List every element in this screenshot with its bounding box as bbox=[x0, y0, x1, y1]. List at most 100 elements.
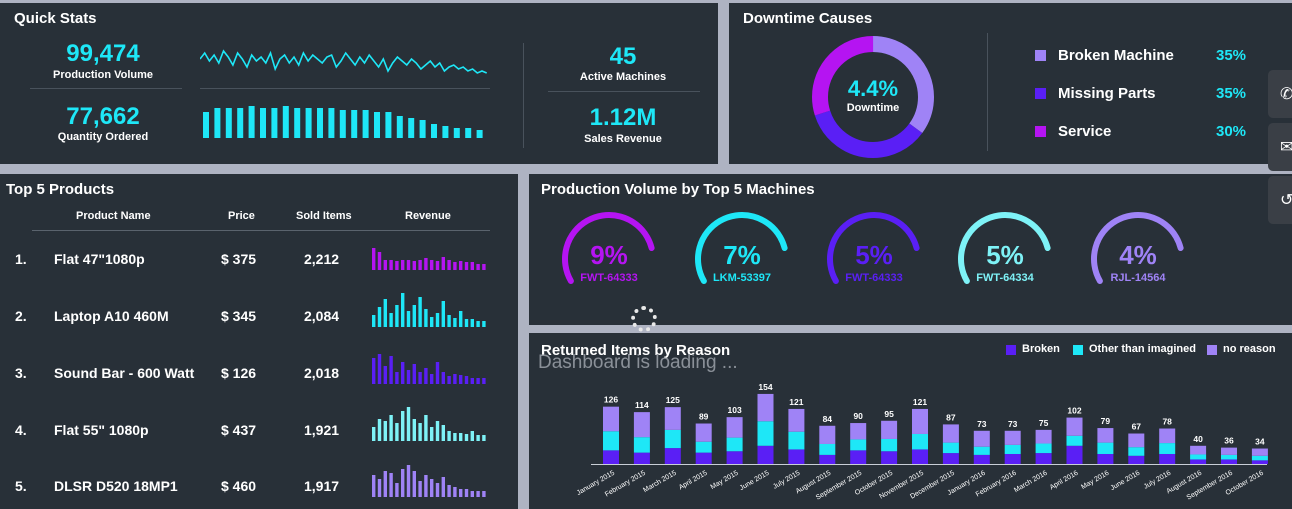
quantity-ordered-value: 77,662 bbox=[66, 103, 140, 130]
bar-segment bbox=[1097, 453, 1114, 464]
bar-total-label: 103 bbox=[728, 405, 742, 415]
machine-pct: 9% bbox=[590, 240, 628, 270]
product-sold-items: 1,917 bbox=[304, 478, 340, 494]
bar-total-label: 84 bbox=[823, 414, 833, 424]
product-price: $ 437 bbox=[221, 422, 257, 438]
downtime-panel: Downtime Causes 4.4% Downtime Broken Mac… bbox=[729, 3, 1292, 164]
machine-pct: 7% bbox=[723, 240, 761, 270]
revenue-bar bbox=[389, 260, 393, 270]
revenue-bar bbox=[418, 481, 422, 497]
product-sold-items: 2,212 bbox=[304, 251, 340, 267]
bar-total-label: 114 bbox=[635, 400, 649, 410]
bar-segment bbox=[850, 423, 867, 440]
bar-segment bbox=[1190, 445, 1207, 455]
bar-segment bbox=[1035, 443, 1052, 454]
product-name: DLSR D520 18MP1 bbox=[54, 478, 178, 494]
gauge-arc bbox=[1091, 212, 1185, 306]
bar-total-label: 89 bbox=[699, 412, 709, 422]
revenue-bar bbox=[447, 431, 451, 441]
bar-segment bbox=[1004, 430, 1021, 445]
quantity-bar bbox=[442, 126, 449, 138]
revenue-bar bbox=[395, 305, 399, 327]
bar-segment bbox=[1159, 428, 1176, 444]
divider bbox=[200, 88, 490, 89]
loading-spinner-icon bbox=[631, 306, 657, 332]
bar-segment bbox=[1004, 444, 1021, 454]
row-number: 5. bbox=[15, 478, 27, 494]
revenue-bar bbox=[435, 362, 440, 384]
bar-total-label: 90 bbox=[853, 411, 863, 421]
machines-panel: Production Volume by Top 5 Machines 9% FW… bbox=[529, 174, 1292, 332]
machine-gauge bbox=[1091, 212, 1185, 306]
quantity-bar bbox=[339, 110, 346, 138]
revenue-bar bbox=[476, 491, 480, 497]
quantity-bar bbox=[362, 110, 369, 138]
revenue-bar bbox=[418, 260, 422, 270]
revenue-bar bbox=[372, 358, 376, 384]
revenue-bar bbox=[418, 423, 422, 441]
production-volume-label: Production Volume bbox=[52, 69, 154, 81]
bar-total-label: 121 bbox=[789, 397, 803, 407]
revenue-bar bbox=[441, 257, 445, 270]
quantity-bar bbox=[419, 120, 426, 138]
bar-segment bbox=[1128, 455, 1145, 464]
revenue-bar bbox=[464, 262, 469, 270]
revenue-bar bbox=[383, 299, 387, 327]
bar-segment bbox=[973, 430, 990, 447]
gauge-arc bbox=[958, 212, 1052, 306]
active-machines-value: 45 bbox=[609, 43, 637, 70]
quantity-bar bbox=[260, 108, 266, 138]
bar-segment bbox=[633, 452, 650, 464]
phone-button[interactable]: ✆ bbox=[1268, 70, 1292, 118]
bar-segment bbox=[1035, 429, 1052, 444]
revenue-bar bbox=[435, 421, 440, 441]
bar-segment bbox=[695, 441, 712, 453]
quantity-bar bbox=[225, 108, 232, 138]
bar-total-label: 95 bbox=[884, 409, 894, 419]
quantity-bar bbox=[203, 112, 209, 138]
revenue-bar bbox=[412, 364, 416, 384]
revenue-bar bbox=[459, 261, 463, 270]
quantity-bar bbox=[453, 128, 460, 138]
machine-name: FWT-64334 bbox=[976, 272, 1034, 284]
revenue-bar bbox=[424, 258, 428, 270]
bar-segment bbox=[942, 453, 959, 464]
mail-button[interactable]: ✉ bbox=[1268, 123, 1292, 171]
revenue-bar bbox=[383, 366, 387, 384]
bar-segment bbox=[850, 450, 867, 464]
returned-panel: Returned Items by Reason Dashboard is lo… bbox=[529, 333, 1292, 509]
bar-segment bbox=[695, 452, 712, 464]
revenue-bar bbox=[464, 319, 469, 327]
quantity-bar bbox=[476, 130, 483, 138]
legend-label: no reason bbox=[1223, 343, 1276, 355]
quantity-bar bbox=[214, 108, 221, 138]
bar-total-label: 36 bbox=[1224, 436, 1234, 446]
revenue-bar bbox=[377, 307, 382, 327]
bar-segment bbox=[1128, 433, 1145, 448]
header-sold-items: Sold Items bbox=[296, 210, 352, 222]
quantity-bar bbox=[465, 128, 472, 138]
bar-segment bbox=[912, 433, 928, 450]
revenue-bar bbox=[476, 435, 480, 441]
revenue-bar bbox=[372, 248, 376, 270]
revenue-bar bbox=[435, 313, 440, 327]
share-button[interactable]: ↺ bbox=[1268, 176, 1292, 224]
revenue-bar bbox=[459, 311, 463, 327]
sales-revenue-value: 1.12M bbox=[589, 104, 657, 131]
quantity-bar bbox=[385, 112, 392, 138]
machine-name: LKM-53397 bbox=[712, 272, 772, 284]
legend-swatch-service bbox=[1035, 126, 1046, 137]
revenue-sparkbars bbox=[372, 407, 486, 441]
revenue-bar bbox=[453, 262, 457, 270]
top-products-title: Top 5 Products bbox=[6, 181, 115, 198]
revenue-bar bbox=[470, 491, 474, 497]
revenue-bar bbox=[406, 465, 411, 497]
revenue-bar bbox=[470, 431, 474, 441]
header-revenue: Revenue bbox=[405, 210, 451, 222]
legend-label-service: Service bbox=[1058, 123, 1112, 140]
bar-segment bbox=[1190, 454, 1207, 460]
revenue-bar bbox=[401, 411, 405, 441]
bar-segment bbox=[1004, 453, 1021, 464]
bar-segment bbox=[881, 451, 898, 464]
revenue-bar bbox=[476, 378, 480, 384]
